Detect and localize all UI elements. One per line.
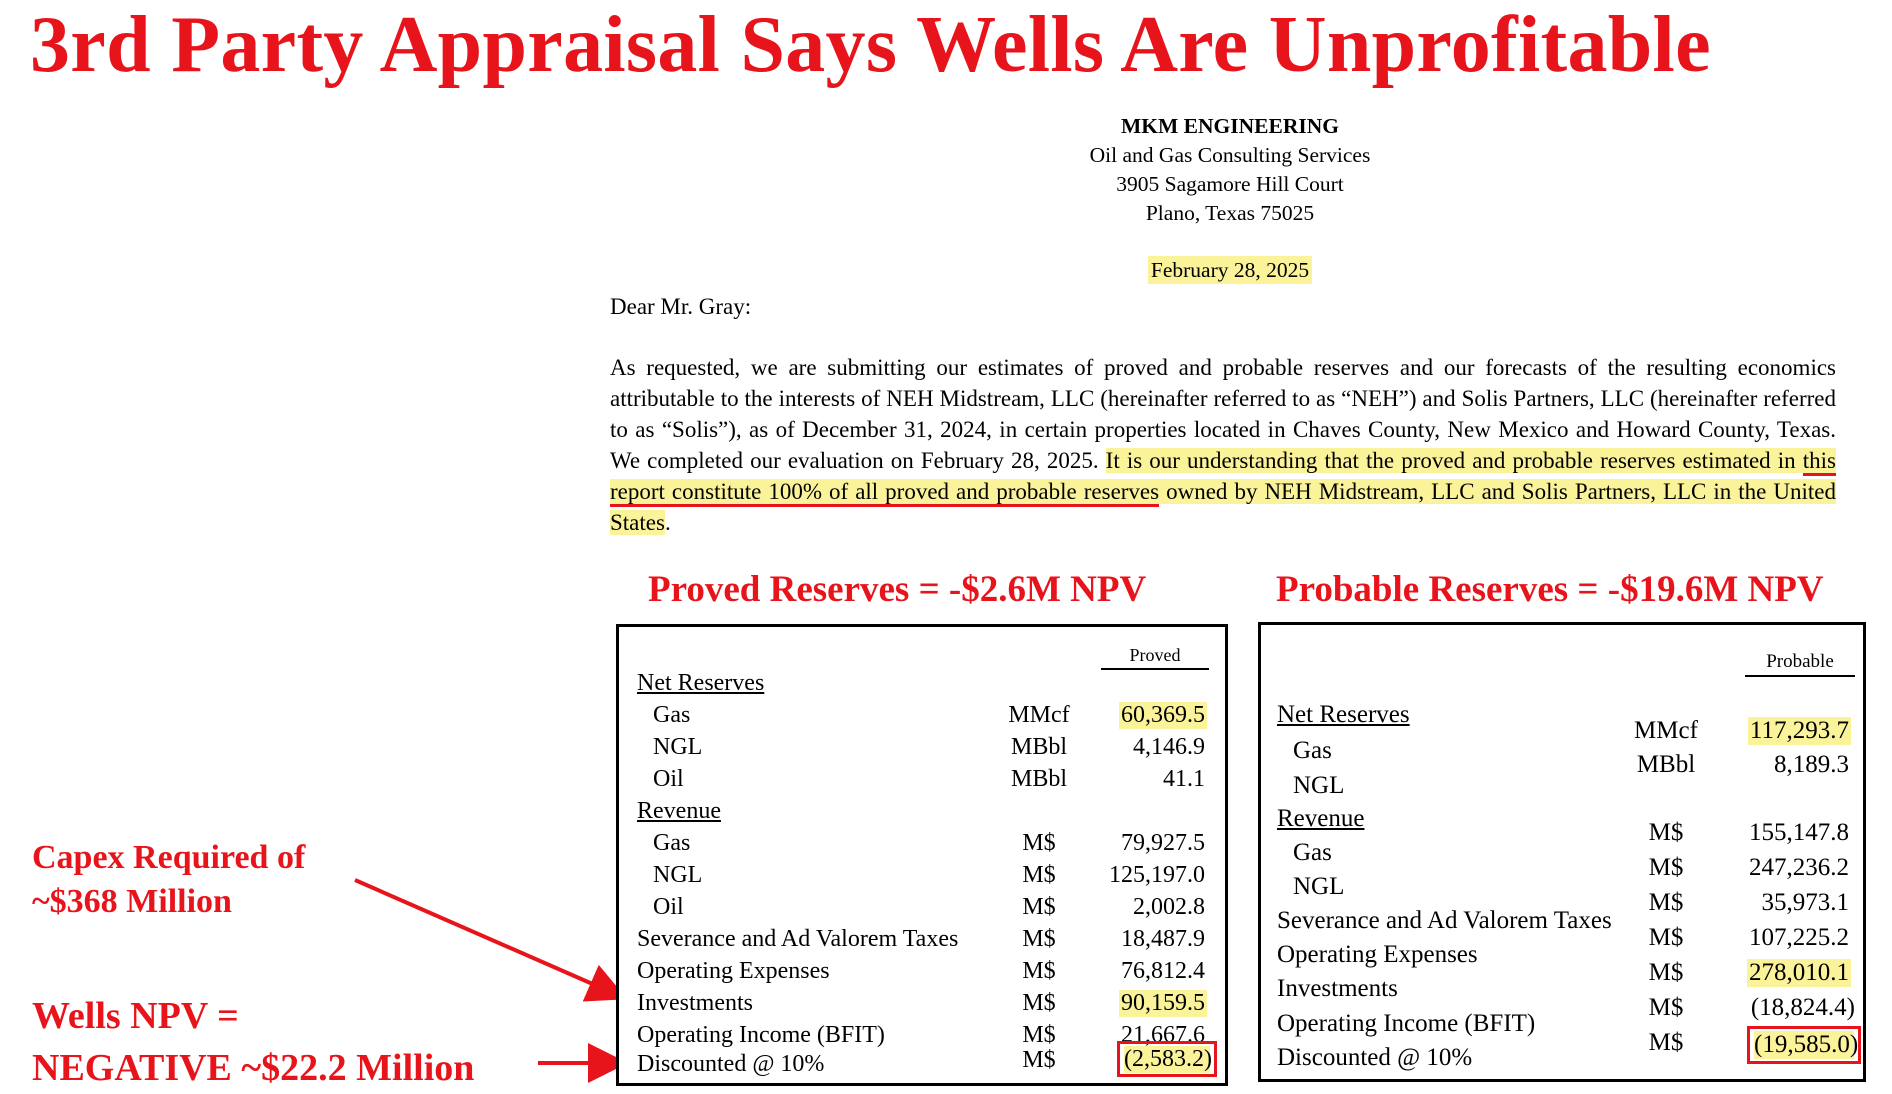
row-value: 41.1 [1163,766,1205,792]
row-value: 278,010.1 [1747,959,1851,987]
row-value: 247,236.2 [1749,854,1849,881]
row-label: Gas [653,830,691,856]
capex-arrow [354,878,628,1002]
row-unit: M$ [1022,1047,1056,1073]
probable-net-reserves-header: Net Reserves [1277,701,1410,728]
row-unit: M$ [1022,926,1056,952]
company-tagline: Oil and Gas Consulting Services [1089,143,1371,167]
row-unit: M$ [1022,862,1056,888]
row-value: (18,824.4) [1750,994,1855,1021]
letter-date: February 28, 2025 [1147,256,1313,284]
probable-npv-value: (19,585.0) [1754,1031,1859,1059]
proved-revenue-header: Revenue [637,798,721,824]
letter-paragraph: As requested, we are submitting our esti… [610,352,1836,538]
probable-row-discounted-label: Discounted @ 10% [1277,1044,1473,1071]
capex-line2: ~$368 Million [32,883,232,920]
npv-line1: Wells NPV = [32,995,239,1037]
row-unit: M$ [1648,994,1684,1021]
paragraph-end: . [664,510,671,535]
row-value: 79,927.5 [1121,830,1205,856]
row-label: Operating Expenses [637,958,830,984]
row-value: 155,147.8 [1749,819,1849,846]
probable-row-taxes-label: Severance and Ad Valorem Taxes [1277,907,1612,934]
row-label: NGL [653,862,703,888]
row-unit: MMcf [1634,717,1698,744]
row-value: 117,293.7 [1747,717,1851,745]
probable-row-opex-label: Operating Expenses [1277,941,1478,968]
row-unit: M$ [1022,894,1056,920]
row-value: 125,197.0 [1109,862,1205,888]
paragraph-text: As requested, we are submitting our esti… [610,355,1836,473]
row-unit: M$ [1648,819,1684,846]
row-value: 76,812.4 [1121,958,1205,984]
probable-row-operating-income-label: Operating Income (BFIT) [1277,1010,1536,1037]
probable-row-rev-gas-label: Gas [1293,839,1332,866]
probable-heading: Probable Reserves = -$19.6M NPV [1276,569,1824,610]
row-unit: M$ [1648,854,1684,881]
row-label: NGL [653,734,703,760]
row-unit: M$ [1648,924,1684,951]
highlight-text-a: It is our understanding that the proved … [1105,448,1803,473]
row-unit: M$ [1648,1029,1684,1056]
capex-line1: Capex Required of [32,839,306,876]
highlight-text-b: owned by NEH Midstream, LLC and Solis Pa… [610,479,1836,535]
company-name: MKM ENGINEERING [1121,114,1339,138]
proved-npv-value: (2,583.2) [1124,1046,1212,1073]
row-label: Operating Income (BFIT) [637,1022,885,1048]
company-city: Plano, Texas 75025 [1145,201,1315,225]
proved-net-reserves-header: Net Reserves [637,670,765,696]
row-label: Severance and Ad Valorem Taxes [637,926,959,952]
row-value: 35,973.1 [1761,889,1850,916]
letterhead: MKM ENGINEERING Oil and Gas Consulting S… [860,112,1600,228]
row-unit: MBbl [1636,751,1696,778]
probable-row-ngl-label: NGL [1293,772,1345,799]
row-value: 4,146.9 [1133,734,1205,760]
proved-table: Proved Net Reserves Gas MMcf 60,369.5 NG… [616,624,1228,1086]
row-label: Discounted @ 10% [637,1051,825,1077]
row-unit: M$ [1648,889,1684,916]
row-label: Investments [637,990,753,1016]
npv-annotation: Wells NPV = NEGATIVE ~$22.2 Million [32,990,474,1094]
row-unit: MBbl [1010,766,1067,792]
row-unit: M$ [1648,959,1684,986]
probable-row-investments-label: Investments [1277,975,1398,1002]
row-value: 60,369.5 [1119,702,1207,729]
proved-column-header: Proved [1101,645,1209,670]
proved-heading: Proved Reserves = -$2.6M NPV [648,569,1147,610]
row-value: 2,002.8 [1133,894,1205,920]
row-unit: M$ [1022,990,1056,1016]
page-title: 3rd Party Appraisal Says Wells Are Unpro… [30,1,1711,89]
row-unit: MMcf [1008,702,1070,728]
row-value: 90,159.5 [1119,990,1207,1017]
row-unit: MBbl [1010,734,1067,760]
row-value: 107,225.2 [1749,924,1849,951]
probable-npv-redbox: (19,585.0) [1747,1026,1861,1064]
probable-row-gas-label: Gas [1293,737,1332,764]
row-unit: M$ [1022,1022,1056,1048]
highlight-underlined: this report constitute 100% of all prove… [610,448,1836,507]
probable-table: Probable Net Reserves MMcf 117,293.7 MBb… [1258,622,1866,1082]
row-value: 18,487.9 [1121,926,1205,952]
capex-annotation: Capex Required of ~$368 Million [32,836,305,924]
row-unit: M$ [1022,830,1056,856]
probable-column-header: Probable [1745,651,1855,677]
letter-date-wrap: February 28, 2025 [860,256,1600,285]
probable-row-rev-ngl-label: NGL [1293,873,1345,900]
proved-npv-redbox: (2,583.2) [1117,1041,1217,1077]
row-label: Oil [653,766,684,792]
company-address: 3905 Sagamore Hill Court [1116,172,1344,196]
row-value: 8,189.3 [1774,751,1849,778]
row-unit: M$ [1022,958,1056,984]
salutation: Dear Mr. Gray: [610,294,752,319]
row-label: Gas [653,702,691,728]
npv-line2: NEGATIVE ~$22.2 Million [32,1047,475,1089]
probable-revenue-header: Revenue [1277,805,1365,832]
row-label: Oil [653,894,684,920]
